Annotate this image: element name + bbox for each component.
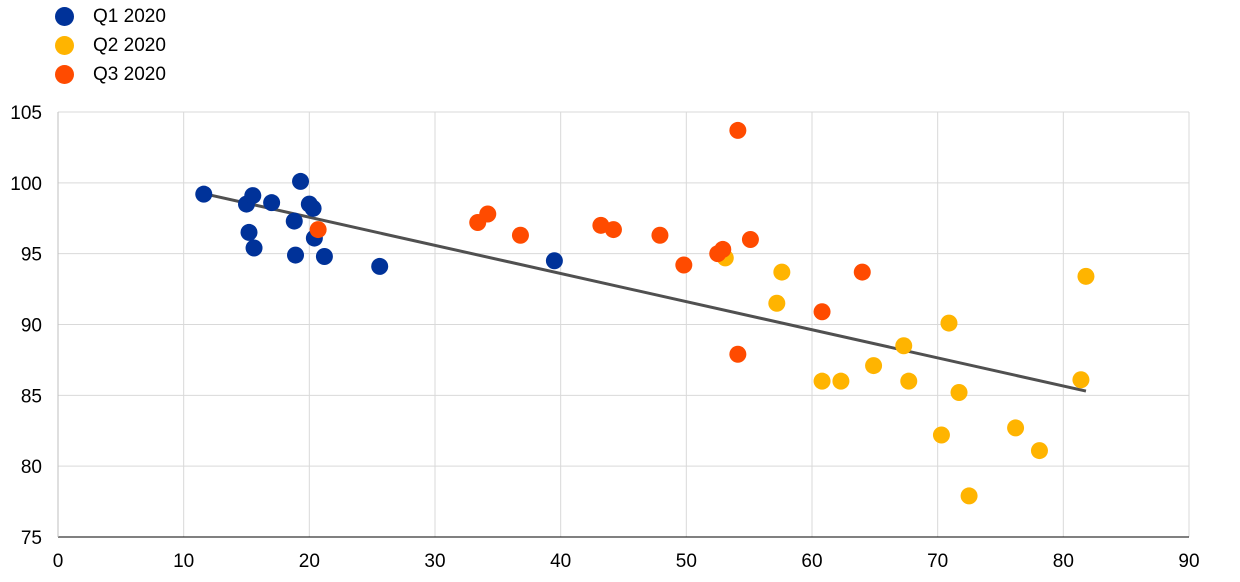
y-tick-label: 100: [10, 174, 42, 195]
data-point: [768, 294, 786, 312]
trendline: [205, 192, 1087, 393]
data-point: [304, 199, 322, 217]
data-point: [900, 372, 918, 390]
legend-item-q3-2020: Q3 2020: [55, 60, 166, 89]
x-tick-label: 20: [299, 551, 320, 572]
data-point: [371, 257, 389, 275]
series-q3-2020: [309, 121, 871, 363]
y-tick-label: 105: [10, 103, 42, 124]
data-point: [240, 223, 258, 241]
data-point: [292, 172, 310, 190]
data-point: [853, 263, 871, 281]
x-tick-label: 40: [550, 551, 571, 572]
data-point: [940, 314, 958, 332]
y-tick-label: 95: [21, 245, 42, 266]
x-tick-label: 70: [927, 551, 948, 572]
data-point: [195, 185, 213, 203]
data-point: [729, 121, 747, 139]
data-point: [675, 256, 693, 274]
data-point: [1077, 267, 1095, 285]
data-point: [287, 246, 305, 264]
data-point: [813, 372, 831, 390]
data-point: [932, 426, 950, 444]
x-tick-label: 80: [1053, 551, 1074, 572]
data-point: [604, 221, 622, 239]
x-tick-label: 50: [676, 551, 697, 572]
y-tick-label: 75: [21, 528, 42, 549]
y-tick-label: 80: [21, 457, 42, 478]
data-point: [651, 226, 669, 244]
data-point: [950, 384, 968, 401]
legend: Q1 2020 Q2 2020 Q3 2020: [55, 2, 166, 89]
x-tick-label: 90: [1178, 551, 1199, 572]
x-tick-label: 0: [53, 551, 64, 572]
data-point: [773, 263, 791, 281]
data-point: [741, 231, 759, 248]
legend-marker: [55, 7, 74, 26]
series-q1-2020: [195, 172, 563, 275]
y-tick-label: 90: [21, 316, 42, 337]
grid-lines: [58, 111, 1190, 537]
x-tick-label: 30: [424, 551, 445, 572]
data-point: [1072, 371, 1090, 389]
data-point: [245, 239, 263, 257]
data-point: [479, 205, 497, 223]
y-axis-tick-labels: 75 80 85 90 95 100 105: [10, 103, 42, 549]
data-point: [895, 337, 913, 355]
data-point: [832, 372, 850, 390]
data-point: [285, 212, 303, 230]
legend-item-q1-2020: Q1 2020: [55, 2, 166, 31]
data-point: [244, 187, 262, 205]
legend-label: Q2 2020: [93, 34, 166, 56]
trendline-layer: [205, 192, 1087, 393]
data-point: [813, 303, 831, 321]
legend-marker: [55, 36, 74, 55]
x-tick-label: 60: [801, 551, 822, 572]
data-point: [511, 226, 529, 244]
data-point: [729, 345, 747, 363]
legend-marker: [55, 65, 74, 84]
legend-label: Q1 2020: [93, 5, 166, 27]
legend-label: Q3 2020: [93, 63, 166, 85]
y-tick-label: 85: [21, 386, 42, 407]
axes: [57, 112, 1189, 538]
data-point: [545, 252, 563, 270]
data-point: [315, 248, 333, 265]
data-points: [195, 121, 1095, 505]
data-point: [309, 221, 327, 239]
data-point: [1007, 419, 1025, 437]
data-point: [714, 240, 732, 258]
data-point: [960, 487, 978, 505]
data-point: [1030, 442, 1048, 460]
x-tick-label: 10: [173, 551, 194, 572]
data-point: [865, 357, 883, 375]
legend-item-q2-2020: Q2 2020: [55, 31, 166, 60]
data-point: [263, 194, 281, 212]
x-axis-tick-labels: 0 10 20 30 40 50 60 70 80 90: [53, 551, 1200, 572]
